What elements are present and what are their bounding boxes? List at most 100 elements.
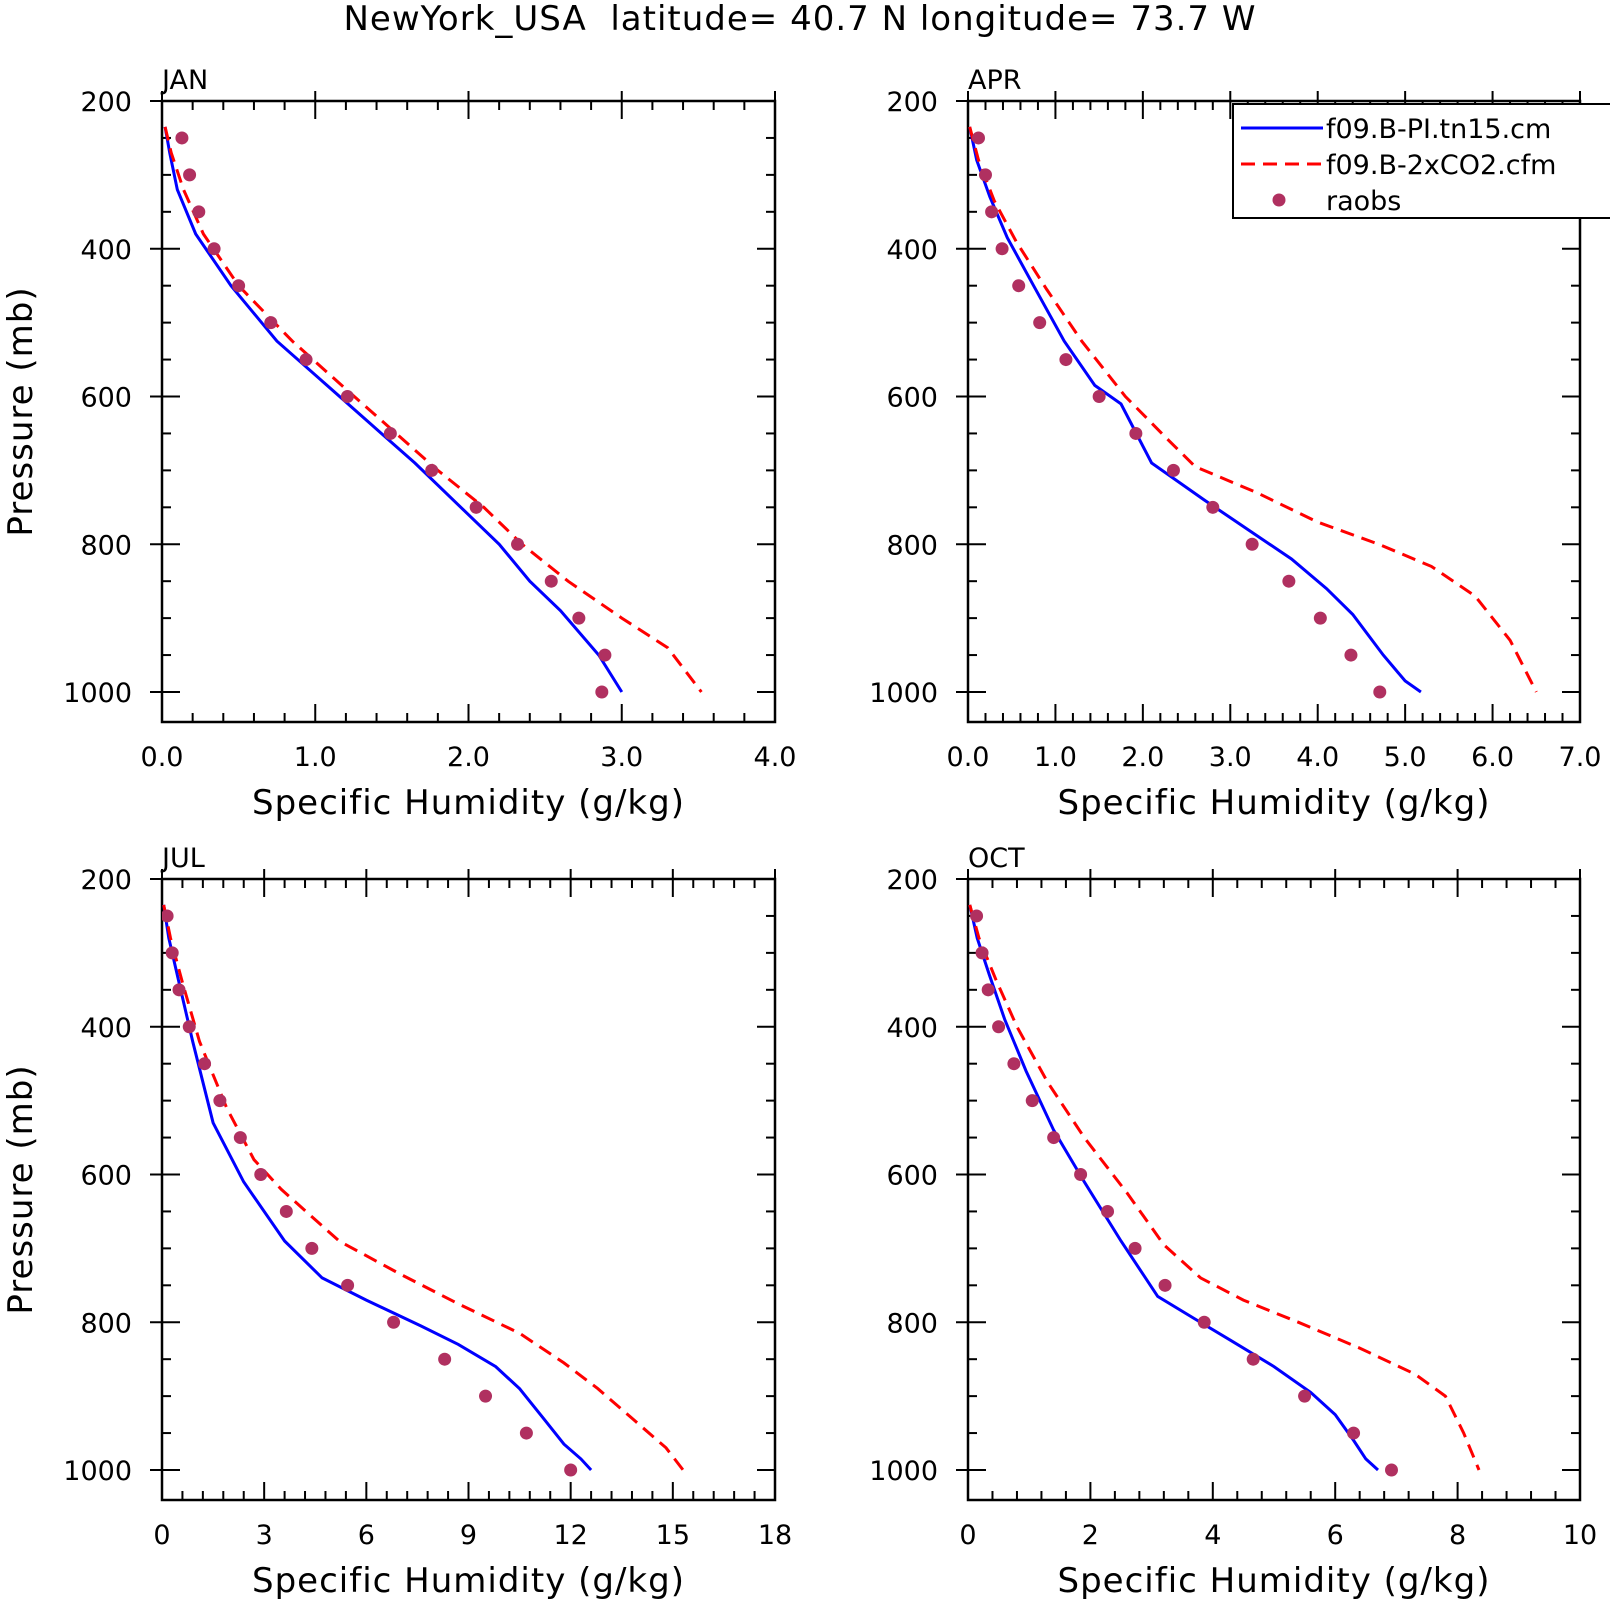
raobs-point xyxy=(1373,685,1387,699)
raobs-point xyxy=(1246,1352,1260,1366)
raobs-point xyxy=(1101,1204,1115,1218)
plot-frame xyxy=(160,99,777,724)
raobs-point xyxy=(1092,390,1106,403)
series-group xyxy=(968,126,1538,699)
legend: f09.B-PI.tn15.cm f09.B-2xCO2.cfm raobs xyxy=(1232,103,1610,219)
raobs-point xyxy=(1129,426,1143,440)
x-tick-label: 6 xyxy=(358,1520,375,1551)
plot-frame xyxy=(966,877,1582,1502)
x-tick-label: 5.0 xyxy=(1384,742,1427,773)
x-tick-label: 10 xyxy=(1563,1520,1597,1551)
raobs-point xyxy=(479,1389,493,1403)
raobs-point xyxy=(305,1241,319,1255)
panel-title: APR xyxy=(968,65,1022,96)
x-tick-label: 2.0 xyxy=(1121,742,1164,773)
x-tick-label: 0 xyxy=(153,1520,170,1551)
raobs-point xyxy=(233,1131,247,1145)
x-tick-label: 0 xyxy=(959,1520,976,1551)
series-line-f09-b-2xco2-cfm xyxy=(968,126,1538,693)
raobs-point xyxy=(978,168,992,182)
raobs-point xyxy=(264,316,278,330)
raobs-point xyxy=(1344,648,1358,662)
legend-label: raobs xyxy=(1326,186,1401,217)
legend-item-raobs: raobs xyxy=(1272,186,1401,217)
panel-jan: 200 400 600 800 1000 0.0 1.0 2.0 3.0 4.0 JAN Specif… xyxy=(1,65,796,823)
y-tick-label: 600 xyxy=(80,1161,132,1192)
series-line-f09-b-2xco2-cfm xyxy=(968,904,1481,1471)
y-tick-label: 1000 xyxy=(63,678,132,709)
raobs-point xyxy=(595,685,609,699)
raobs-point xyxy=(198,1057,212,1071)
y-tick-label: 200 xyxy=(80,865,132,896)
y-tick-label: 400 xyxy=(886,235,938,266)
raobs-point xyxy=(182,1020,196,1034)
y-tick-label: 800 xyxy=(886,1308,938,1339)
x-tick-label: 4 xyxy=(1204,1520,1221,1551)
panel-jul: 200 400 600 800 1000 0 3 6 9 12 15 18 JUL Specific Hu… xyxy=(1,843,792,1601)
x-tick-label: 2 xyxy=(1082,1520,1099,1551)
x-axis-label: Specific Humidity (g/kg) xyxy=(252,783,685,823)
y-tick-label: 800 xyxy=(80,530,132,561)
panel-oct: 200 400 600 800 1000 0 2 4 6 8 10 OCT Specific Humid… xyxy=(869,843,1597,1601)
raobs-point xyxy=(519,1426,533,1440)
series-line-f09-b-pi-tn15-cm xyxy=(163,126,624,693)
series-line-f09-b-2xco2-cfm xyxy=(162,904,685,1471)
raobs-point xyxy=(1033,316,1047,330)
legend-item-f09-b-2xco2-cfm: f09.B-2xCO2.cfm xyxy=(1241,150,1556,181)
raobs-point xyxy=(1025,1094,1039,1108)
y-tick-label: 200 xyxy=(886,865,938,896)
x-tick-label: 8 xyxy=(1449,1520,1466,1551)
x-tick-label: 12 xyxy=(553,1520,587,1551)
x-tick-label: 3 xyxy=(256,1520,273,1551)
x-tick-label: 0.0 xyxy=(947,742,990,773)
legend-marker xyxy=(1272,193,1286,207)
raobs-point xyxy=(438,1352,452,1366)
x-tick-label: 4.0 xyxy=(754,742,797,773)
y-tick-label: 600 xyxy=(80,383,132,414)
x-tick-label: 1.0 xyxy=(294,742,337,773)
raobs-point xyxy=(1282,574,1296,588)
raobs-point xyxy=(1385,1463,1399,1477)
y-tick-label: 1000 xyxy=(869,678,938,709)
x-tick-label: 6 xyxy=(1327,1520,1344,1551)
x-tick-label: 2.0 xyxy=(447,742,490,773)
y-tick-label: 400 xyxy=(80,1013,132,1044)
x-axis-label: Specific Humidity (g/kg) xyxy=(252,1561,685,1601)
raobs-point xyxy=(299,353,313,367)
plot-frame xyxy=(966,99,1582,724)
y-tick-label: 1000 xyxy=(63,1456,132,1487)
raobs-point xyxy=(469,500,483,514)
y-tick-label: 200 xyxy=(80,87,132,118)
raobs-point xyxy=(971,131,985,145)
y-tick-label: 600 xyxy=(886,383,938,414)
raobs-point xyxy=(1158,1278,1172,1292)
raobs-point xyxy=(1128,1241,1142,1255)
x-tick-label: 15 xyxy=(656,1520,690,1551)
raobs-point xyxy=(564,1463,578,1477)
raobs-point xyxy=(1347,1426,1361,1440)
x-axis-label: Specific Humidity (g/kg) xyxy=(1058,783,1491,823)
series-line-f09-b-pi-tn15-cm xyxy=(968,126,1422,694)
legend-label: f09.B-PI.tn15.cm xyxy=(1326,114,1551,145)
x-tick-label: 0.0 xyxy=(141,742,184,773)
raobs-point xyxy=(165,946,179,960)
raobs-point xyxy=(975,946,989,960)
raobs-point xyxy=(511,537,525,551)
raobs-point xyxy=(1047,1131,1061,1145)
raobs-point xyxy=(172,983,186,997)
panel-title: OCT xyxy=(968,843,1025,874)
y-tick-label: 400 xyxy=(80,235,132,266)
raobs-point xyxy=(598,648,612,662)
raobs-point xyxy=(192,205,206,219)
raobs-point xyxy=(1197,1315,1211,1329)
raobs-point xyxy=(981,983,995,997)
series-group xyxy=(968,904,1481,1477)
raobs-point xyxy=(1012,279,1026,293)
raobs-point xyxy=(1313,611,1327,625)
raobs-point xyxy=(213,1094,227,1108)
x-tick-label: 1.0 xyxy=(1034,742,1077,773)
x-tick-label: 4.0 xyxy=(1296,742,1339,773)
panel-apr: 200 400 600 800 1000 0.0 1.0 2.0 3.0 4.0 5.0 6.0 7.0… xyxy=(869,65,1601,823)
raobs-point xyxy=(254,1168,268,1181)
panel-title: JUL xyxy=(160,843,205,874)
